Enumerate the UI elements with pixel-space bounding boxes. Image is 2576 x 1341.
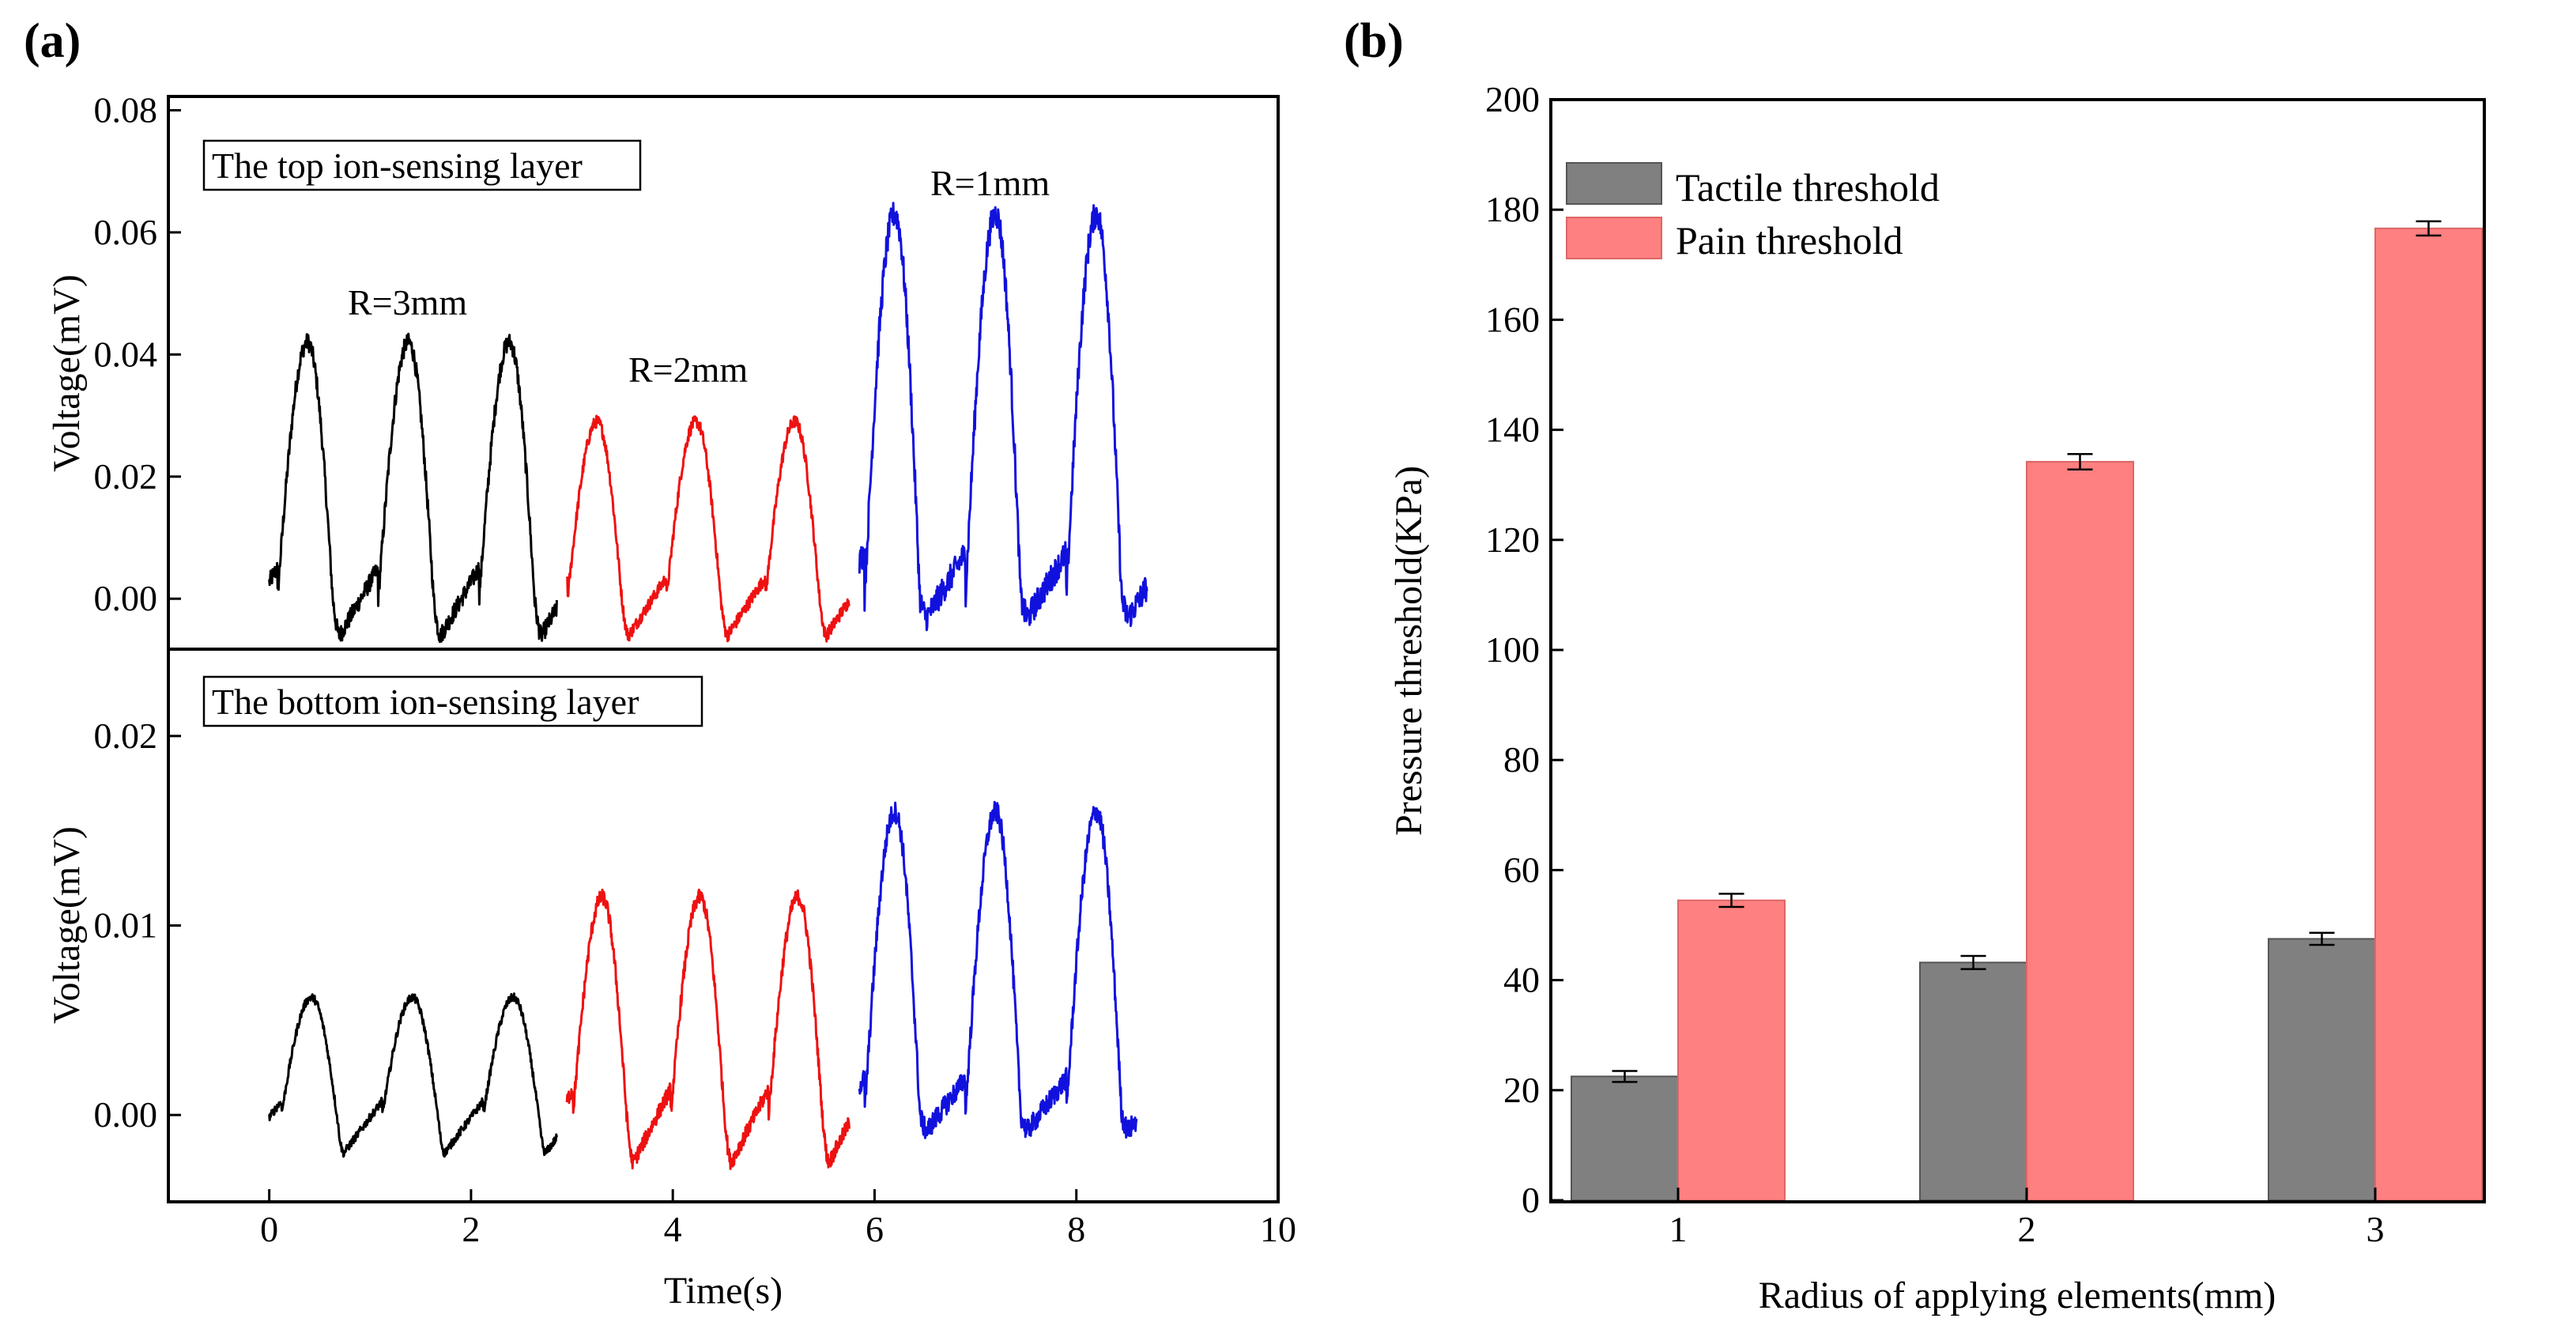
bottom-plot: The bottom ion-sensing layer 0.00 0.01 0.0… xyxy=(46,675,1138,1170)
time-xtick-label: 6 xyxy=(866,1209,884,1249)
time-xtick-label: 10 xyxy=(1260,1209,1296,1249)
pressure-ytick-label: 40 xyxy=(1503,960,1540,1000)
legend-swatch-tactile xyxy=(1566,162,1662,205)
panel-a: The top ion-sensing layer R=3mm R=2mm R=… xyxy=(46,89,1296,1312)
top-series-r-1mm xyxy=(858,202,1148,632)
top-ytick-label: 0.08 xyxy=(94,89,158,130)
top-series-r-2mm xyxy=(565,414,850,643)
bottom-ytick-label: 0.00 xyxy=(94,1094,158,1135)
legend-swatch-pain xyxy=(1566,217,1662,259)
pressure-ytick-label: 120 xyxy=(1485,519,1540,560)
legend-label-tactile: Tactile threshold xyxy=(1676,165,1940,210)
error-bar-pain-r3 xyxy=(2416,220,2442,237)
pressure-ytick-label: 180 xyxy=(1485,189,1540,229)
pressure-ytick-label: 80 xyxy=(1503,739,1540,780)
top-ytick-label: 0.04 xyxy=(94,334,158,374)
bar-pain-r2 xyxy=(2026,460,2134,1201)
bottom-layer-label-box xyxy=(202,675,703,727)
time-xtick-label: 8 xyxy=(1067,1209,1085,1249)
x-axis-title-radius: Radius of applying elements(mm) xyxy=(1759,1275,2276,1316)
bottom-y-axis-title: Voltage(mV) xyxy=(46,826,88,1024)
annotation-r2: R=2mm xyxy=(628,349,748,390)
radius-xtick-label: 2 xyxy=(2018,1209,2036,1249)
top-layer-label: The top ion-sensing layer xyxy=(212,145,583,186)
top-series-r-3mm xyxy=(268,332,558,644)
error-bar-pain-r1 xyxy=(1718,893,1744,908)
bar-tactile-r3 xyxy=(2268,938,2376,1202)
radius-x-axis: 1 2 3 xyxy=(1669,1188,2385,1249)
bottom-series-r-1mm xyxy=(858,800,1138,1139)
legend: Tactile threshold Pain threshold xyxy=(1566,162,1940,263)
bar-pain-r3 xyxy=(2374,227,2483,1201)
panel-label-a: (a) xyxy=(24,14,81,68)
pressure-y-axis: 0 20 40 60 80 100 120 140 160 180 200 xyxy=(1485,79,1563,1220)
top-ytick-label: 0.06 xyxy=(94,212,158,252)
radius-xtick-label: 1 xyxy=(1669,1209,1688,1249)
bottom-series-r-3mm xyxy=(268,992,558,1158)
pressure-ytick-label: 20 xyxy=(1503,1070,1540,1110)
error-bar-tactile-r2 xyxy=(1960,954,1986,970)
time-xtick-label: 2 xyxy=(462,1209,480,1249)
top-y-axis-title: Voltage(mV) xyxy=(46,274,88,472)
bottom-ytick-label: 0.01 xyxy=(94,905,158,946)
annotation-r1: R=1mm xyxy=(930,163,1050,203)
bar-tactile-r2 xyxy=(1919,961,2027,1201)
top-plot: The top ion-sensing layer R=3mm R=2mm R=… xyxy=(46,89,1148,644)
y-axis-title-pressure: Pressure threshold(KPa) xyxy=(1388,466,1430,836)
radius-xtick-label: 3 xyxy=(2367,1209,2385,1249)
panel-label-b: (b) xyxy=(1344,14,1404,68)
pressure-ytick-label: 100 xyxy=(1485,629,1540,670)
time-xtick-label: 4 xyxy=(664,1209,682,1249)
legend-label-pain: Pain threshold xyxy=(1676,218,1903,263)
error-bar-pain-r2 xyxy=(2067,452,2093,470)
pressure-ytick-label: 0 xyxy=(1522,1180,1540,1220)
bottom-layer-label: The bottom ion-sensing layer xyxy=(212,682,639,722)
error-bar-tactile-r1 xyxy=(1612,1070,1638,1083)
top-ytick-label: 0.02 xyxy=(94,456,158,497)
time-xtick-label: 0 xyxy=(260,1209,278,1249)
error-bar-tactile-r3 xyxy=(2309,931,2335,946)
pressure-ytick-label: 140 xyxy=(1485,410,1540,450)
bar-pain-r1 xyxy=(1677,899,1786,1202)
panel-b: 0 20 40 60 80 100 120 140 160 180 200 1 2 3 Pressure… xyxy=(1388,79,2486,1316)
bottom-series-r-2mm xyxy=(565,888,850,1170)
top-ytick-label: 0.00 xyxy=(94,578,158,618)
bottom-ytick-label: 0.02 xyxy=(94,716,158,756)
x-axis-title-time: Time(s) xyxy=(664,1270,783,1312)
bar-tactile-r1 xyxy=(1571,1075,1679,1202)
pressure-ytick-label: 60 xyxy=(1503,849,1540,890)
pressure-ytick-label: 160 xyxy=(1485,299,1540,339)
pressure-ytick-label: 200 xyxy=(1485,79,1540,119)
top-layer-label-box xyxy=(202,139,642,191)
time-x-axis: 0 2 4 6 8 10 xyxy=(260,1189,1296,1249)
annotation-r3: R=3mm xyxy=(348,282,467,323)
